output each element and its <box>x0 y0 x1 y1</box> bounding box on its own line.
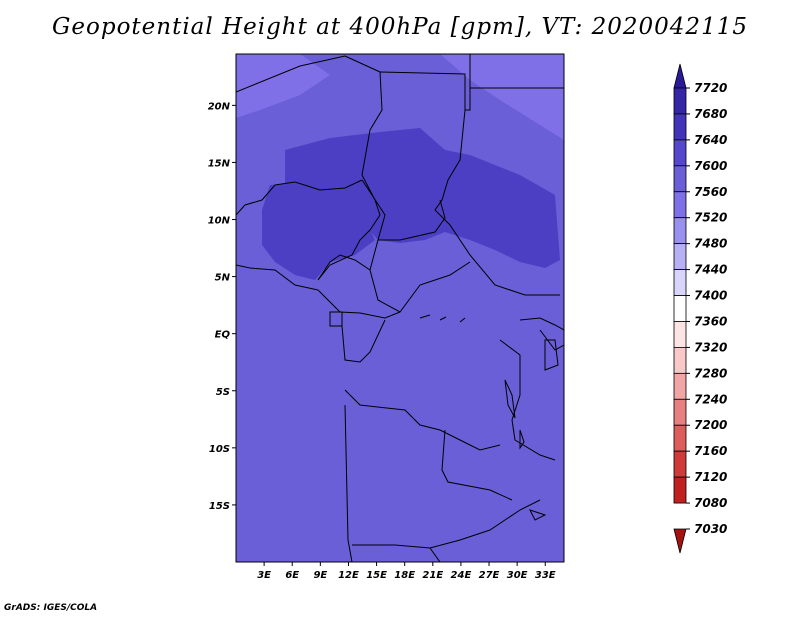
lon-tick-label: 30E <box>507 570 528 581</box>
colorbar-label: 7640 <box>694 133 727 147</box>
lat-tick-label: 5S <box>216 387 230 398</box>
lon-tick-label: 3E <box>257 570 271 581</box>
colorbar-label: 7520 <box>694 211 727 225</box>
colorbar-swatch <box>673 217 687 245</box>
lat-tick-label: 10N <box>208 216 231 227</box>
water-bodies <box>419 314 559 521</box>
colorbar-label: 7360 <box>694 314 727 328</box>
colorbar-swatch <box>673 87 687 115</box>
lon-tick-label: 9E <box>313 570 327 581</box>
lon-tick-label: 12E <box>338 570 359 581</box>
colorbar-label: 7600 <box>694 159 727 173</box>
colorbar-label: 7200 <box>694 418 727 432</box>
colorbar-swatch <box>673 191 687 219</box>
colorbar-swatch <box>673 295 687 322</box>
country-boundaries <box>236 54 564 562</box>
lon-tick-label: 15E <box>366 570 387 581</box>
chart-title: Geopotential Height at 400hPa [gpm], VT:… <box>52 14 748 40</box>
lon-tick-label: 24E <box>451 570 472 581</box>
region-chad-sudan-core <box>285 128 560 268</box>
lat-tick-label: 15N <box>208 158 231 169</box>
credit-text: GrADS: IGES/COLA <box>4 603 98 613</box>
map-plot-area <box>236 54 564 562</box>
colorbar-swatch <box>673 476 687 504</box>
region-nigeria-core <box>262 182 375 280</box>
latitude-axis: 20N 15N 10N 5N EQ 5S 10S 15S <box>208 101 236 512</box>
lat-tick-label: 20N <box>208 101 231 112</box>
colorbar-swatch <box>673 165 687 193</box>
longitude-axis: 3E 6E 9E 12E 15E 18E 21E 24E 27E 30E 33E <box>257 562 556 581</box>
lat-tick-label: EQ <box>215 330 231 341</box>
colorbar-swatch <box>673 63 687 89</box>
colorbar-swatch <box>673 321 687 348</box>
colorbar-swatch <box>673 528 687 554</box>
lon-tick-label: 33E <box>535 570 556 581</box>
lon-tick-label: 6E <box>285 570 299 581</box>
colorbar-label: 7160 <box>694 444 727 458</box>
colorbar-label: 7560 <box>694 185 727 199</box>
colorbar: 7720 7680 7640 7600 7560 7520 7480 7440 7400 7360… <box>673 63 727 554</box>
region-northwest-corner <box>236 54 330 118</box>
colorbar-swatch <box>673 113 687 141</box>
colorbar-swatch <box>673 450 687 478</box>
lon-tick-label: 18E <box>394 570 415 581</box>
lat-tick-label: 5N <box>215 273 231 284</box>
colorbar-swatch <box>673 398 687 426</box>
colorbar-label: 7720 <box>694 81 727 95</box>
colorbar-label: 7280 <box>694 366 727 380</box>
lon-tick-label: 27E <box>479 570 500 581</box>
colorbar-label: 7680 <box>694 107 727 121</box>
lat-tick-label: 15S <box>209 501 230 512</box>
colorbar-label: 7320 <box>694 340 727 354</box>
colorbar-label: 7400 <box>694 289 727 303</box>
map-frame <box>235 53 565 563</box>
colorbar-label: 7240 <box>694 392 727 406</box>
colorbar-label: 7030 <box>694 522 727 536</box>
colorbar-swatch <box>673 347 687 374</box>
colorbar-label: 7480 <box>694 237 727 251</box>
lon-tick-label: 21E <box>422 570 443 581</box>
colorbar-label: 7080 <box>694 496 727 510</box>
lat-tick-label: 10S <box>209 444 230 455</box>
colorbar-swatch <box>673 139 687 167</box>
colorbar-swatch <box>673 424 687 452</box>
colorbar-label: 7120 <box>694 470 727 484</box>
colorbar-swatch <box>673 372 687 400</box>
colorbar-swatch <box>673 243 687 270</box>
colorbar-swatch <box>673 269 687 296</box>
region-northeast-corner <box>440 54 564 140</box>
colorbar-label: 7440 <box>694 263 727 277</box>
